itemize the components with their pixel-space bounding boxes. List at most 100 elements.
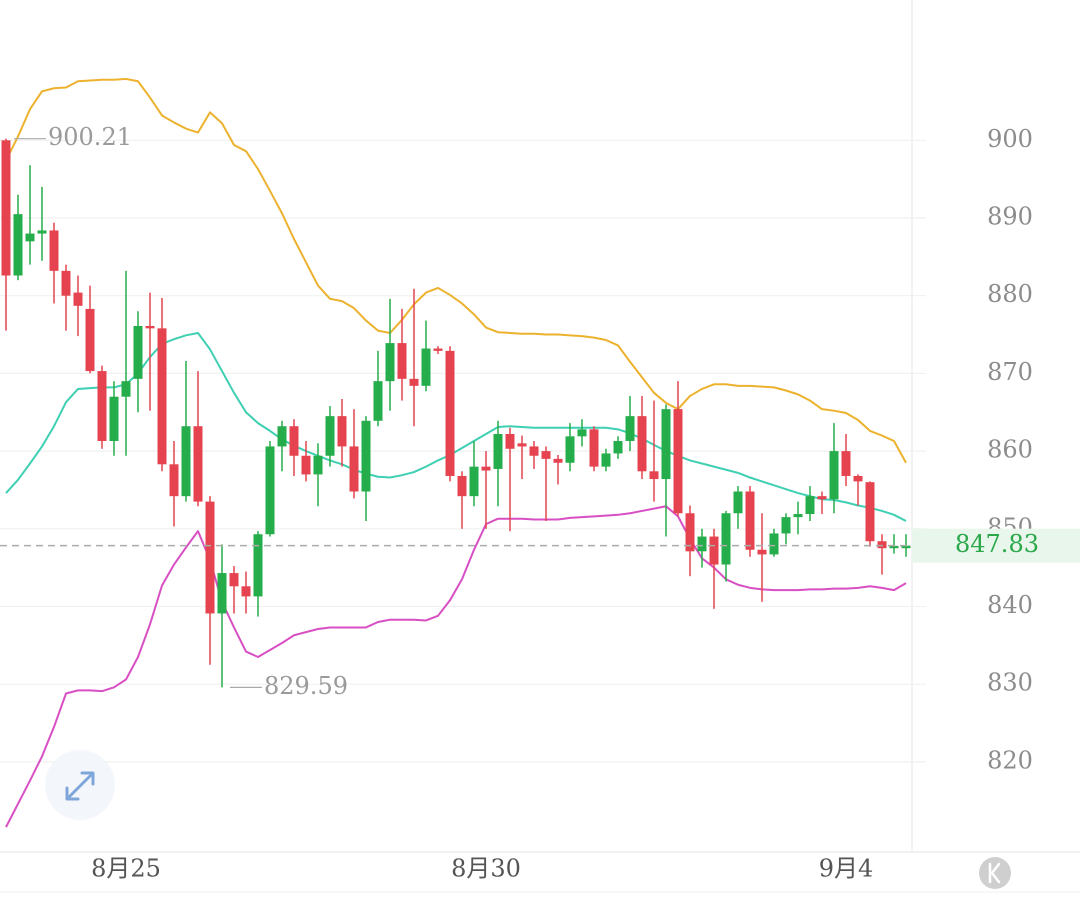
candle-body bbox=[829, 451, 839, 500]
candle-body bbox=[277, 426, 287, 447]
candle-body bbox=[217, 573, 227, 614]
candle-body bbox=[241, 586, 251, 597]
candle-body bbox=[637, 416, 647, 472]
candle-body bbox=[505, 434, 515, 449]
candle-body bbox=[133, 326, 143, 379]
y-tick-label: 900 bbox=[987, 125, 1033, 153]
candle-body bbox=[793, 514, 803, 518]
y-tick-label: 860 bbox=[987, 436, 1033, 464]
candle-body bbox=[745, 491, 755, 550]
candle-body bbox=[541, 451, 551, 459]
candle-body bbox=[685, 513, 695, 552]
candle-body bbox=[445, 350, 455, 476]
candle-body bbox=[361, 420, 371, 492]
candle-body bbox=[169, 464, 179, 497]
y-tick-label: 890 bbox=[987, 203, 1033, 231]
candle-body bbox=[721, 513, 731, 565]
candle-body bbox=[649, 471, 659, 480]
last-price-label: 847.83 bbox=[955, 530, 1039, 558]
band-line bbox=[5, 331, 907, 522]
y-tick-label: 820 bbox=[987, 746, 1033, 774]
candle-body bbox=[805, 496, 815, 515]
candle-body bbox=[1, 140, 11, 276]
candle-body bbox=[325, 416, 335, 456]
candle-body bbox=[625, 416, 635, 441]
last-price-tag bbox=[912, 528, 1080, 563]
y-tick-label: 830 bbox=[987, 669, 1033, 697]
band-line bbox=[5, 77, 907, 464]
candle-body bbox=[493, 434, 503, 469]
annotation-label: 900.21 bbox=[48, 123, 132, 151]
candle-body bbox=[481, 466, 491, 471]
x-tick-label: 8月25 bbox=[91, 855, 161, 883]
candle-body bbox=[37, 230, 47, 234]
candle-body bbox=[157, 328, 167, 465]
candle-body bbox=[373, 381, 383, 421]
candle-body bbox=[841, 451, 851, 476]
candle-body bbox=[733, 491, 743, 514]
candles bbox=[1, 138, 911, 688]
candle-body bbox=[253, 534, 263, 597]
y-tick-label: 870 bbox=[987, 358, 1033, 386]
candle-body bbox=[349, 446, 359, 492]
candle-body bbox=[289, 426, 299, 456]
candle-body bbox=[409, 378, 419, 386]
bands bbox=[5, 77, 907, 828]
candle-body bbox=[529, 446, 539, 456]
candle-body bbox=[769, 533, 779, 555]
candle-body bbox=[553, 458, 563, 463]
candle-body bbox=[673, 409, 683, 514]
y-tick-label: 880 bbox=[987, 280, 1033, 308]
band-line bbox=[5, 505, 907, 828]
candle-body bbox=[457, 475, 467, 497]
candle-body bbox=[49, 230, 59, 271]
candle-body bbox=[385, 343, 395, 382]
candle-body bbox=[817, 496, 827, 500]
candle-body bbox=[313, 455, 323, 475]
x-tick-label: 9月4 bbox=[819, 855, 874, 883]
candle-body bbox=[73, 292, 83, 306]
candle-body bbox=[85, 308, 95, 372]
candle-body bbox=[97, 371, 107, 441]
candle-body bbox=[757, 549, 767, 555]
candle-body bbox=[889, 545, 899, 549]
candle-body bbox=[421, 348, 431, 386]
candle-body bbox=[589, 429, 599, 467]
candle-body bbox=[397, 343, 407, 379]
expand-icon bbox=[65, 771, 95, 801]
candle-body bbox=[469, 466, 479, 497]
candle-body bbox=[517, 443, 527, 447]
collapse-button-bg[interactable] bbox=[979, 857, 1011, 889]
candle-body bbox=[433, 348, 443, 351]
candle-body bbox=[121, 381, 131, 397]
candle-body bbox=[337, 416, 347, 447]
candle-body bbox=[13, 214, 23, 276]
candle-body bbox=[865, 482, 875, 542]
y-tick-label: 840 bbox=[987, 591, 1033, 619]
collapse-button[interactable] bbox=[979, 857, 1011, 889]
expand-button[interactable] bbox=[45, 750, 115, 820]
annotation-label: 829.59 bbox=[264, 672, 348, 700]
candle-body bbox=[577, 429, 587, 437]
x-tick-label: 8月30 bbox=[451, 855, 521, 883]
grid bbox=[0, 139, 926, 763]
candle-body bbox=[205, 501, 215, 614]
candle-body bbox=[229, 573, 239, 587]
candle-body bbox=[61, 270, 71, 296]
candle-body bbox=[181, 426, 191, 497]
candle-body bbox=[781, 517, 791, 534]
candle-body bbox=[193, 426, 203, 502]
candle-body bbox=[109, 396, 119, 441]
candle-body bbox=[613, 440, 623, 454]
candle-body bbox=[697, 536, 707, 552]
candle-body bbox=[301, 455, 311, 475]
collapse-icon bbox=[988, 862, 1001, 884]
candle-body bbox=[565, 436, 575, 463]
candle-body bbox=[601, 453, 611, 467]
candle-body bbox=[265, 446, 275, 535]
candle-body bbox=[25, 233, 35, 242]
